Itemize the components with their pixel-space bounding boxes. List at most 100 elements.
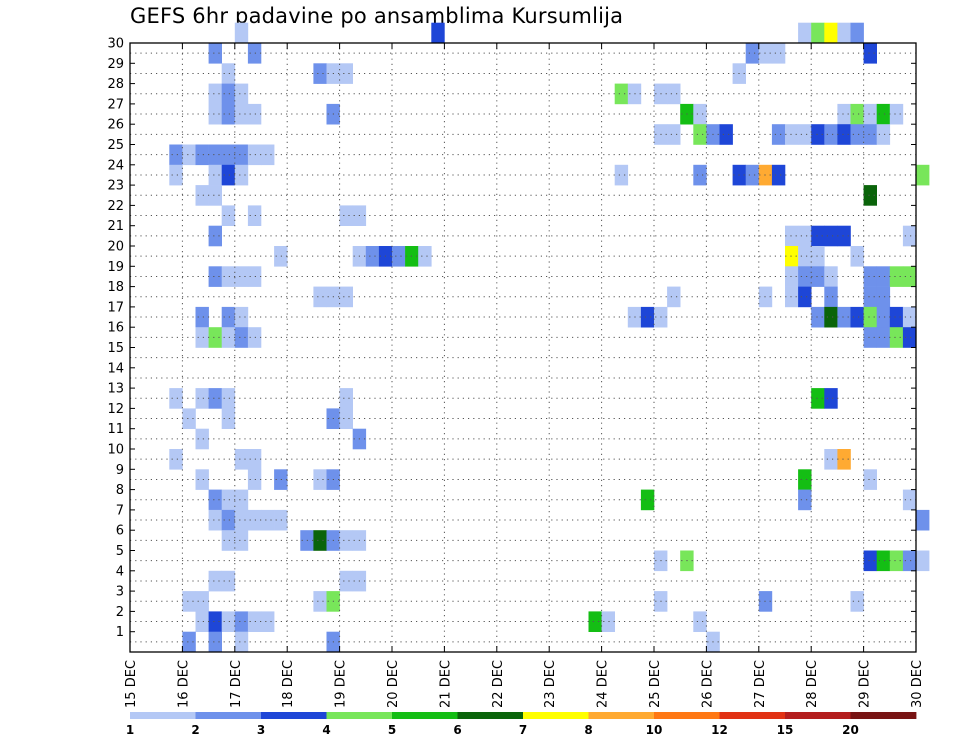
heatmap-cell <box>234 327 249 348</box>
heatmap-cell <box>889 550 904 572</box>
heatmap-cell <box>208 489 222 511</box>
heatmap-cell <box>208 327 222 348</box>
heatmap-cell <box>247 469 262 490</box>
heatmap-cell <box>208 43 222 64</box>
heatmap-cell <box>811 225 825 247</box>
heatmap-cell <box>811 246 825 267</box>
colorbar-label: 12 <box>711 723 728 737</box>
heatmap-cell <box>221 306 236 328</box>
heatmap-cell <box>902 489 917 511</box>
heatmap-cell <box>771 43 786 64</box>
x-tick-label: 25 DEC <box>648 660 663 708</box>
heatmap-cell <box>693 164 707 186</box>
heatmap-cell <box>195 428 209 450</box>
heatmap-cell <box>234 306 249 328</box>
colorbar-swatch <box>261 712 327 719</box>
y-tick-label: 23 <box>107 179 124 194</box>
heatmap-cell <box>798 124 812 145</box>
heatmap-cell <box>169 449 183 470</box>
y-tick-label: 3 <box>116 585 124 600</box>
heatmap-cell <box>234 103 249 125</box>
heatmap-cell <box>837 124 851 145</box>
y-tick-label: 27 <box>107 97 124 112</box>
y-tick-label: 29 <box>107 57 124 72</box>
heatmap-cell <box>208 570 222 592</box>
y-tick-label: 12 <box>107 402 124 417</box>
heatmap-cell <box>221 144 236 166</box>
heatmap-cell <box>614 83 629 105</box>
heatmap-cell <box>418 246 432 267</box>
y-tick-label: 11 <box>107 422 124 437</box>
heatmap-cell <box>195 591 209 612</box>
heatmap-cell <box>195 185 209 206</box>
heatmap-cell <box>693 124 707 145</box>
heatmap-cell <box>640 306 655 328</box>
heatmap-cell <box>811 22 825 44</box>
heatmap-cell <box>837 225 851 247</box>
heatmap-cell <box>208 509 222 531</box>
heatmap-cell <box>850 22 864 44</box>
y-tick-label: 14 <box>107 361 124 376</box>
chart-title: GEFS 6hr padavine po ansamblima Kursumli… <box>130 4 624 28</box>
colorbar-label: 4 <box>322 723 330 737</box>
heatmap-cell <box>208 144 222 166</box>
y-tick-label: 30 <box>107 37 124 52</box>
heatmap-cell <box>693 103 707 125</box>
heatmap-cell <box>824 124 838 145</box>
heatmap-cell <box>863 124 877 145</box>
heatmap-cell <box>798 225 812 247</box>
heatmap-cell <box>234 449 249 470</box>
heatmap-cell <box>798 489 812 511</box>
heatmap-cell <box>208 185 222 206</box>
colorbar-label: 2 <box>191 723 199 737</box>
heatmap-cell <box>234 144 249 166</box>
heatmap-cell <box>719 124 733 145</box>
heatmap-cell <box>863 286 877 308</box>
colorbar-swatch <box>523 712 589 719</box>
colorbar-swatch <box>785 712 851 719</box>
x-tick-label: 21 DEC <box>438 660 453 708</box>
heatmap-cell <box>234 530 249 551</box>
heatmap-cell <box>889 266 904 287</box>
heatmap-cell <box>863 469 877 490</box>
y-tick-label: 15 <box>107 341 124 356</box>
heatmap-cell <box>182 631 196 653</box>
heatmap-cell <box>876 327 891 348</box>
heatmap-cell <box>824 388 838 409</box>
heatmap-cell <box>208 225 222 247</box>
heatmap-cell <box>863 185 877 206</box>
heatmap-cell <box>208 388 222 409</box>
x-tick-label: 28 DEC <box>805 660 820 708</box>
y-tick-label: 6 <box>116 524 124 539</box>
heatmap-cell <box>169 164 183 186</box>
y-axis: 1234567891011121314151617181920212223242… <box>107 37 916 640</box>
heatmap-cell <box>247 205 262 226</box>
y-tick-label: 10 <box>107 443 124 458</box>
heatmap-cell <box>208 266 222 287</box>
heatmap-cell <box>850 306 864 328</box>
heatmap-cell <box>234 631 249 653</box>
heatmap-cell <box>208 631 222 653</box>
heatmap-cell <box>811 388 825 409</box>
heatmap-cell <box>785 225 799 247</box>
heatmap-cell <box>261 144 275 166</box>
heatmap-cell <box>221 83 236 105</box>
colorbar-swatch <box>719 712 786 719</box>
heatmap-cell <box>850 124 864 145</box>
heatmap-cell <box>247 327 262 348</box>
heatmap-cell <box>824 266 838 287</box>
heatmap-cell <box>745 43 760 64</box>
colorbar-label: 8 <box>584 723 592 737</box>
heatmap-cell <box>824 225 838 247</box>
heatmap-cell <box>824 286 838 308</box>
heatmap-cell <box>798 469 812 490</box>
heatmap-cell <box>221 611 236 632</box>
heatmap-cell <box>221 530 236 551</box>
heatmap-cell <box>339 205 353 226</box>
heatmap-cell <box>234 489 249 511</box>
heatmap-cell <box>221 266 236 287</box>
heatmap-cell <box>916 509 930 531</box>
heatmap-cell <box>601 611 615 632</box>
heatmap-cell <box>261 509 275 531</box>
y-tick-label: 24 <box>107 158 124 173</box>
